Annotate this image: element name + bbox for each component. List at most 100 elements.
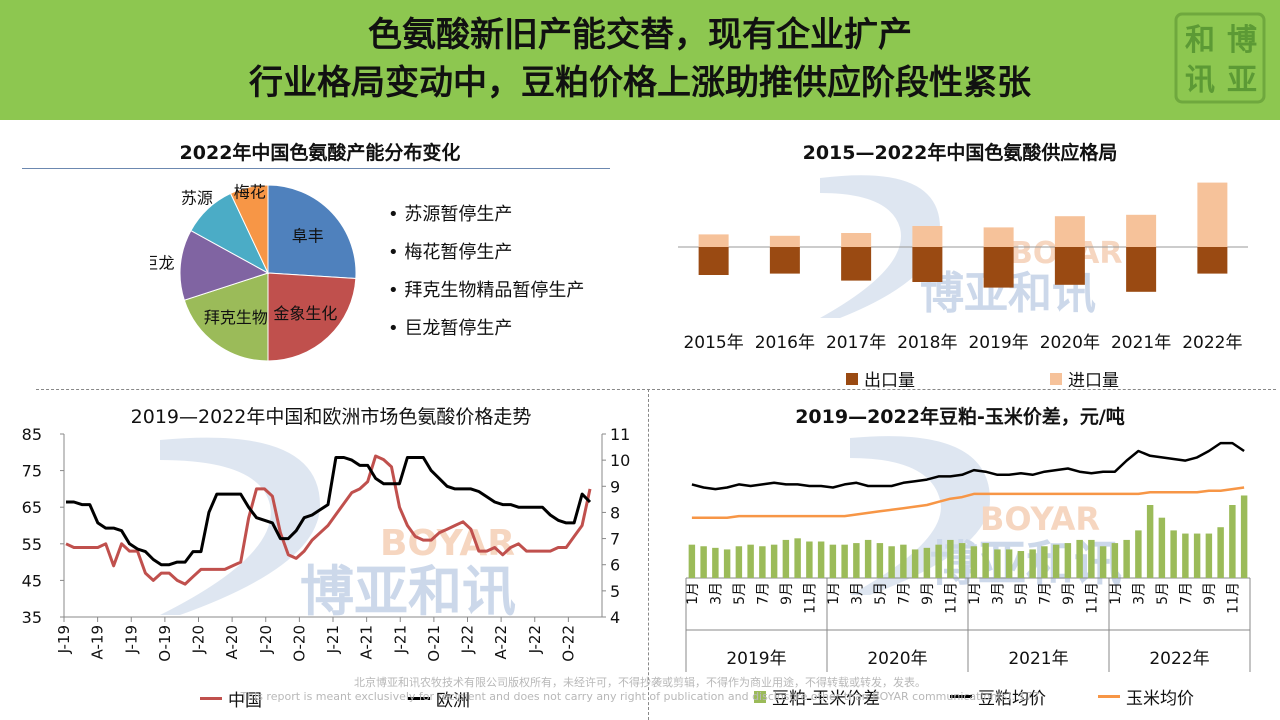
spread-bar bbox=[1170, 530, 1177, 578]
watermark-logo-left: BOYAR 博亚和讯 bbox=[160, 437, 516, 620]
supply-x-tick: 2022年 bbox=[1182, 333, 1242, 353]
spread-bar bbox=[1240, 495, 1248, 578]
supply-x-tick: 2016年 bbox=[755, 333, 815, 353]
price-right-tick: 4 bbox=[610, 608, 620, 627]
price-x-tick: J-19 bbox=[122, 625, 140, 654]
supply-legend-export: 出口量 bbox=[846, 366, 915, 391]
price-left-tick: 85 bbox=[22, 425, 42, 444]
spread-month-tick: 9月 bbox=[779, 582, 795, 605]
spread-month-tick: 5月 bbox=[1014, 582, 1030, 605]
spread-year-label: 2019年 bbox=[726, 649, 786, 669]
spread-bar bbox=[1076, 539, 1083, 578]
spread-bar bbox=[947, 539, 954, 578]
export-bar bbox=[1054, 247, 1085, 285]
supply-bar-chart: 2015年 2016年 2017年 2018年 2019年 2020年 2021年 2022年 bbox=[678, 182, 1248, 353]
import-bar bbox=[841, 233, 872, 247]
section-divider-horizontal bbox=[36, 389, 1276, 390]
spread-bar bbox=[1064, 543, 1072, 578]
spread-month-tick: 3月 bbox=[708, 582, 724, 605]
price-x-tick: O-21 bbox=[425, 625, 443, 662]
china-price-line bbox=[65, 454, 592, 586]
spread-bar bbox=[1146, 505, 1154, 578]
spread-month-tick: 9月 bbox=[1202, 582, 1218, 605]
export-bar bbox=[912, 247, 943, 282]
footer-line-en: This report is meant exclusively for rec… bbox=[240, 690, 1040, 703]
svg-text:讯: 讯 bbox=[1185, 63, 1215, 98]
export-bar bbox=[983, 247, 1014, 288]
suspension-list: • 苏源暂停生产 • 梅花暂停生产 • 拜克生物精品暂停生产 • 巨龙暂停生产 bbox=[388, 202, 584, 354]
spread-bar bbox=[806, 541, 813, 578]
spread-month-tick: 11月 bbox=[1084, 582, 1100, 614]
title-line-2: 行业格局变动中，豆粕价格上涨助推供应阶段性紧张 bbox=[249, 63, 1031, 103]
pie-slice bbox=[267, 184, 357, 280]
spread-bar bbox=[817, 541, 825, 578]
watermark-brand-cn-2: 博亚和讯 bbox=[300, 560, 516, 620]
spread-legend-bar: 豆粕-玉米价差 bbox=[754, 684, 880, 709]
export-bar bbox=[698, 247, 729, 275]
price-x-tick: O-22 bbox=[559, 625, 577, 662]
supply-chart-title: 2015—2022年中国色氨酸供应格局 bbox=[802, 142, 1118, 164]
spread-bar bbox=[735, 546, 743, 578]
price-left-tick: 45 bbox=[22, 571, 42, 590]
spread-chart-title: 2019—2022年豆粕-玉米价差，元/吨 bbox=[795, 406, 1125, 428]
export-bar bbox=[1197, 247, 1228, 274]
europe-price-line bbox=[66, 456, 592, 567]
spread-bar bbox=[1099, 546, 1107, 578]
legend-swatch-import bbox=[1050, 372, 1062, 385]
spread-bar bbox=[723, 549, 731, 578]
price-x-tick: J-22 bbox=[459, 625, 477, 654]
spread-bar bbox=[794, 538, 801, 578]
spread-legend-corn: 玉米均价 bbox=[1098, 684, 1194, 709]
title-line-1: 色氨酸新旧产能交替，现有企业扩产 bbox=[368, 15, 912, 55]
spread-month-tick: 5月 bbox=[873, 582, 889, 605]
legend-swatch-export bbox=[846, 372, 858, 385]
price-x-tick: J-19 bbox=[55, 625, 73, 654]
price-right-tick: 7 bbox=[610, 530, 620, 549]
pie-slice-label: 阜丰 bbox=[292, 227, 324, 246]
export-bar bbox=[1126, 247, 1157, 292]
pie-slice-label: 苏源 bbox=[181, 188, 213, 207]
supply-x-tick: 2018年 bbox=[897, 333, 957, 353]
spread-month-tick: 11月 bbox=[1225, 582, 1241, 614]
price-chart-title: 2019—2022年中国和欧洲市场色氨酸价格走势 bbox=[130, 406, 532, 428]
import-bar bbox=[769, 235, 800, 247]
legend-line-europe bbox=[408, 697, 430, 700]
pie-slice bbox=[183, 272, 269, 362]
spread-bar bbox=[1041, 546, 1048, 578]
spread-bar bbox=[958, 543, 966, 578]
supply-x-tick: 2020年 bbox=[1040, 333, 1100, 353]
spread-bar bbox=[712, 547, 719, 578]
spread-bar bbox=[1193, 533, 1201, 578]
price-right-tick: 8 bbox=[610, 503, 620, 522]
price-legend-europe: 欧洲 bbox=[408, 686, 470, 711]
import-bar bbox=[983, 227, 1014, 247]
section-divider-vertical bbox=[648, 389, 649, 720]
spread-bar bbox=[1205, 533, 1213, 578]
spread-bar bbox=[888, 546, 895, 578]
price-right-tick: 5 bbox=[610, 582, 620, 601]
supply-x-tick: 2021年 bbox=[1111, 333, 1171, 353]
spread-year-label: 2021年 bbox=[1008, 649, 1068, 669]
spread-month-tick: 5月 bbox=[1155, 582, 1171, 605]
svg-text:博: 博 bbox=[1227, 23, 1257, 58]
price-x-tick: J-22 bbox=[526, 625, 544, 654]
price-x-tick: A-20 bbox=[223, 625, 241, 659]
spread-bar bbox=[688, 544, 696, 578]
spread-year-label: 2020年 bbox=[867, 649, 927, 669]
suspension-item: • 梅花暂停生产 bbox=[388, 242, 513, 263]
legend-swatch-spread bbox=[754, 690, 766, 703]
price-left-tick: 55 bbox=[22, 535, 42, 554]
spread-bar bbox=[1005, 549, 1013, 578]
supply-x-tick: 2017年 bbox=[826, 333, 886, 353]
copyright-footer: 北京博亚和讯农牧技术有限公司版权所有，未经许可，不得抄袭或剪辑，不得作为商业用途… bbox=[0, 676, 1280, 704]
spread-month-tick: 9月 bbox=[1061, 582, 1077, 605]
svg-text:亚: 亚 bbox=[1227, 63, 1257, 98]
spread-month-tick: 3月 bbox=[849, 582, 865, 605]
supply-legend-import: 进口量 bbox=[1050, 366, 1119, 391]
legend-line-corn bbox=[1098, 695, 1120, 698]
spread-month-tick: 7月 bbox=[1178, 582, 1194, 605]
spread-bar bbox=[923, 547, 931, 578]
spread-bar bbox=[1217, 527, 1224, 578]
spread-bar bbox=[864, 539, 872, 578]
